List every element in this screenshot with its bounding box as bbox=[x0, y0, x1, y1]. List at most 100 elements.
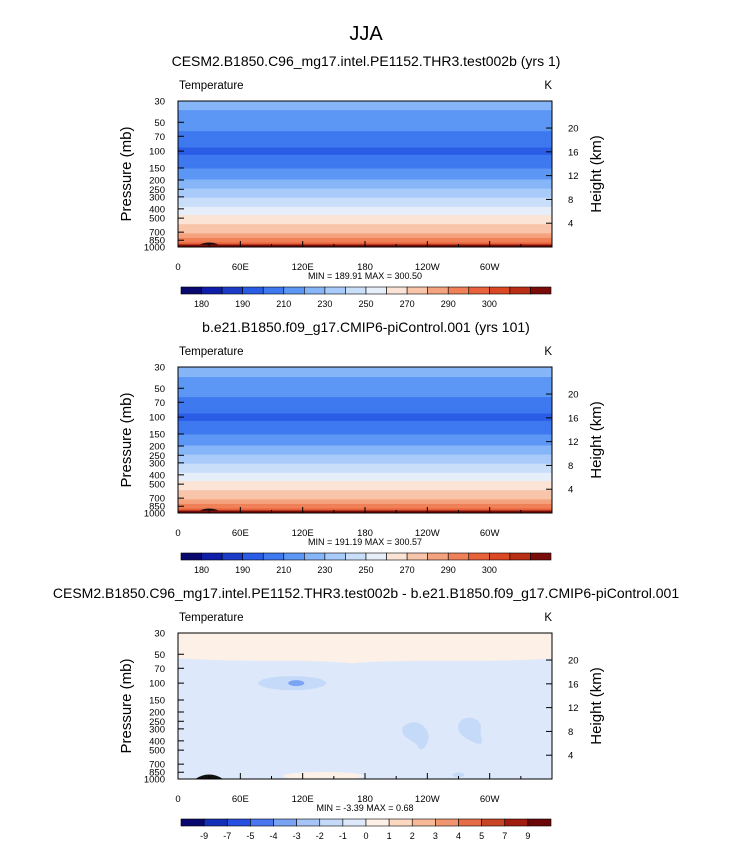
colorbar-label: 0 bbox=[363, 831, 368, 841]
contour-band bbox=[178, 178, 552, 181]
contour-band bbox=[178, 174, 552, 176]
contour-band bbox=[178, 156, 552, 159]
contour-band bbox=[178, 133, 552, 136]
contour-band bbox=[178, 160, 552, 162]
contour-band bbox=[178, 215, 552, 218]
colorbar-swatch bbox=[242, 286, 264, 295]
x-tick-label: 120W bbox=[415, 794, 440, 805]
y-axis-label: Pressure (mb) bbox=[118, 392, 135, 487]
contour-band bbox=[178, 449, 552, 451]
contour-band bbox=[178, 161, 552, 163]
contour-band bbox=[178, 398, 552, 400]
contour-band bbox=[178, 381, 552, 384]
x-tick-label: 60W bbox=[480, 528, 500, 539]
x-tick-label: 60E bbox=[232, 262, 249, 273]
contour-band bbox=[178, 236, 552, 238]
contour-band bbox=[178, 187, 552, 190]
panel-title: CESM2.B1850.C96_mg17.intel.PE1152.THR3.t… bbox=[53, 585, 679, 601]
diff-surface-positive bbox=[283, 772, 364, 779]
x-tick-label: 180 bbox=[357, 528, 373, 539]
contour-band bbox=[178, 168, 552, 171]
contour-band bbox=[178, 235, 552, 237]
contour-band bbox=[178, 129, 552, 131]
x-tick-label: 120E bbox=[292, 528, 314, 539]
contour-band bbox=[178, 458, 552, 460]
contour-band bbox=[178, 442, 552, 445]
contour-band bbox=[178, 169, 552, 171]
contour-band bbox=[178, 176, 552, 179]
contour-band bbox=[178, 112, 552, 115]
variable-label: Temperature bbox=[179, 612, 244, 624]
right-axis-label: Height (km) bbox=[588, 135, 605, 213]
y-tick-label: 30 bbox=[154, 363, 165, 374]
contour-band bbox=[178, 415, 552, 417]
contour-band bbox=[178, 472, 552, 475]
contour-band bbox=[178, 439, 552, 441]
colorbar-label: -5 bbox=[246, 831, 254, 841]
contour-band bbox=[178, 206, 552, 209]
contour-band bbox=[178, 226, 552, 228]
contour-band bbox=[178, 224, 552, 226]
contour-band bbox=[178, 464, 552, 467]
contour-band bbox=[178, 396, 552, 398]
diff-positive-region bbox=[178, 633, 552, 664]
page-title: JJA bbox=[349, 23, 383, 45]
contour-band bbox=[178, 392, 552, 395]
colorbar-swatch bbox=[386, 286, 408, 295]
contour-band bbox=[178, 503, 552, 506]
contour-band bbox=[178, 474, 552, 477]
colorbar-swatch bbox=[304, 286, 326, 295]
y-tick-label: 400 bbox=[149, 736, 165, 747]
colorbar-swatch bbox=[250, 818, 274, 827]
x-tick-label: 60E bbox=[232, 794, 249, 805]
contour-band bbox=[178, 444, 552, 447]
contour-band bbox=[178, 190, 552, 192]
contour-band bbox=[178, 420, 552, 423]
contour-band bbox=[178, 378, 552, 381]
contour-band bbox=[178, 386, 552, 388]
contour-band bbox=[178, 177, 552, 180]
contour-band bbox=[178, 123, 552, 126]
contour-band bbox=[178, 407, 552, 409]
diff-cold-core bbox=[288, 680, 305, 687]
contour-band bbox=[178, 450, 552, 452]
y-tick-label: 50 bbox=[154, 384, 165, 395]
colorbar-label: 290 bbox=[441, 299, 456, 309]
contour-band bbox=[178, 475, 552, 478]
colorbar-swatch bbox=[262, 552, 285, 561]
contour-band bbox=[178, 395, 552, 397]
colorbar-swatch bbox=[304, 552, 326, 561]
contour-band bbox=[178, 231, 552, 233]
y-tick-label: 1000 bbox=[144, 243, 165, 254]
units-label: K bbox=[544, 612, 552, 624]
colorbar-swatch bbox=[203, 818, 228, 827]
contour-band bbox=[178, 225, 552, 227]
contour-band bbox=[178, 119, 552, 121]
colorbar-swatch bbox=[447, 552, 470, 561]
contour-band bbox=[178, 455, 552, 458]
contour-band bbox=[178, 162, 552, 164]
contour-band bbox=[178, 232, 552, 234]
contour-band bbox=[178, 397, 552, 399]
contour-band bbox=[178, 402, 552, 405]
right-axis-label: Height (km) bbox=[588, 667, 605, 745]
contour-band bbox=[178, 141, 552, 143]
diff-mid-band bbox=[250, 673, 511, 764]
contour-band bbox=[178, 463, 552, 466]
colorbar-swatch bbox=[201, 552, 223, 561]
colorbar-swatch bbox=[530, 286, 552, 295]
panel-diff: CESM2.B1850.C96_mg17.intel.PE1152.THR3.t… bbox=[53, 585, 679, 841]
contour-band bbox=[178, 111, 552, 113]
contour-band bbox=[178, 202, 552, 204]
contour-band bbox=[178, 499, 552, 501]
contour-band bbox=[178, 179, 552, 181]
contour-band bbox=[178, 150, 552, 152]
right-tick-label: 4 bbox=[568, 219, 573, 230]
contour-band bbox=[178, 137, 552, 140]
y-tick-label: 200 bbox=[149, 175, 165, 186]
contour-band bbox=[178, 367, 552, 370]
x-tick-label: 0 bbox=[175, 262, 180, 273]
contour-band bbox=[178, 493, 552, 496]
contour-band bbox=[178, 428, 552, 430]
right-tick-label: 20 bbox=[568, 390, 579, 401]
